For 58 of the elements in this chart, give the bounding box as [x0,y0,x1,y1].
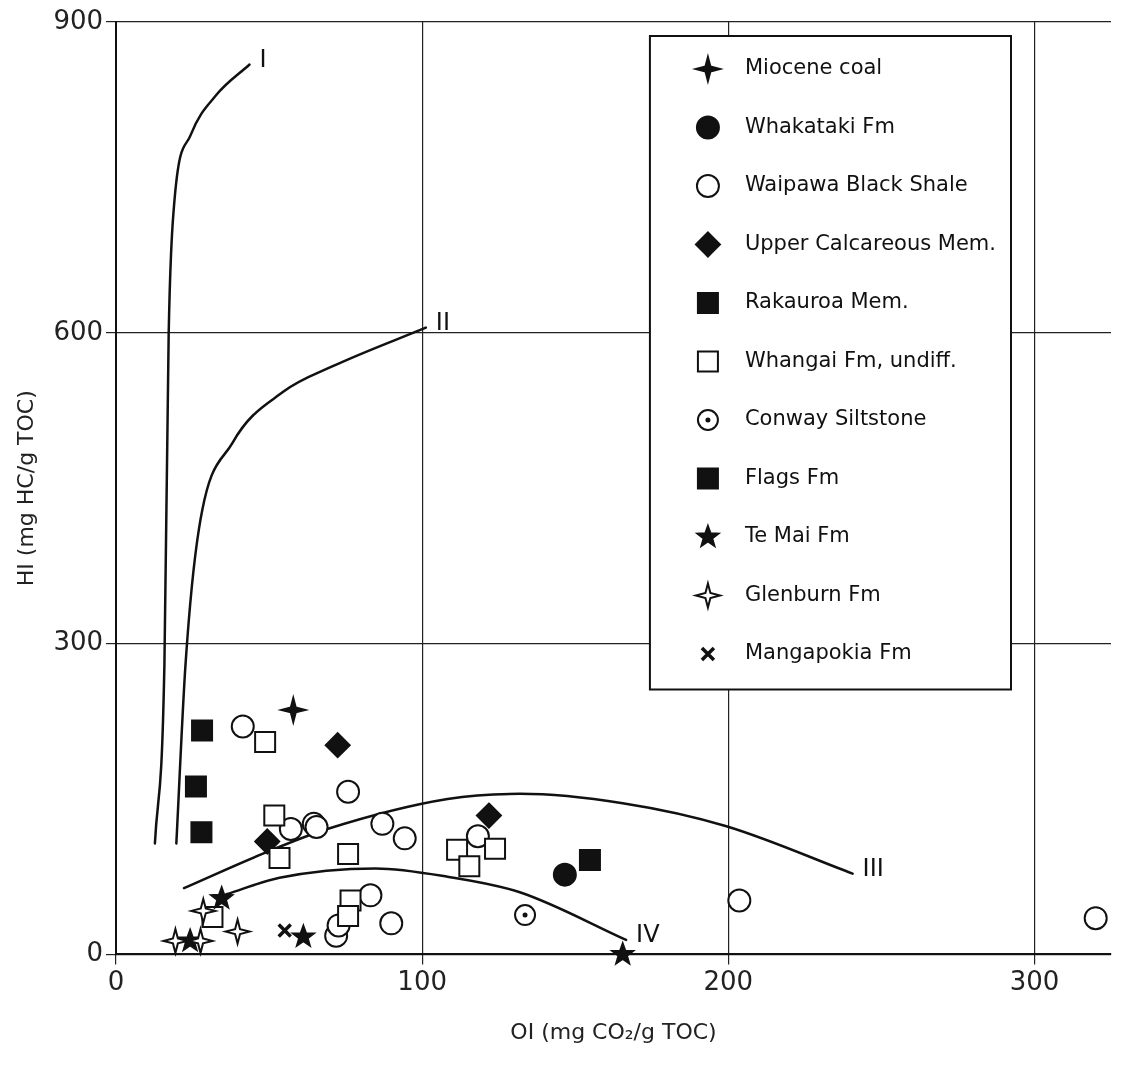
point [465,824,490,849]
point [552,862,577,887]
point [278,817,303,842]
y-tick-label: 0 [86,937,104,968]
legend-label: Miocene coal [744,55,883,80]
point [514,904,537,927]
legend-label: Mangapokia Fm [744,640,912,665]
series-label: III [862,853,884,882]
point [254,828,281,855]
y-tick-label: 900 [53,4,104,35]
point [263,804,286,827]
y-axis-title: HI (mg HC/g TOC) [12,390,38,587]
point [379,911,404,936]
legend-label: Rakauroa Mem. [744,289,909,314]
point [291,924,315,947]
point [190,821,213,844]
series-label: IV [636,920,661,949]
point [611,942,635,965]
point [254,731,277,754]
legend-label: Upper Calcareous Mem. [744,230,996,255]
x-tick-label: 100 [397,965,447,996]
x-tick-label: 200 [703,965,754,996]
point [191,719,214,742]
point [727,888,752,913]
x-tick-label: 300 [1009,965,1060,996]
legend-label: Whakataki Fm [744,113,895,138]
series-label: I [259,44,267,73]
point [578,849,601,872]
point [337,905,360,928]
point [484,837,507,860]
point [276,922,293,939]
legend-label: Te Mai Fm [743,523,850,548]
y-tick-label: 600 [53,315,104,346]
point [370,811,395,836]
line-series [153,63,251,845]
point [392,826,417,851]
legend-label: Whangai Fm, undiff. [744,347,957,372]
x-tick-label: 0 [107,965,125,996]
legend-label: Flags Fm [744,464,840,489]
point [475,802,502,829]
point [358,883,383,908]
point [210,886,234,909]
point [230,714,255,739]
legend-label: Glenburn Fm [744,581,881,606]
point [336,779,361,804]
point [324,732,351,759]
point [268,847,291,870]
legend-label: Conway Siltstone [744,406,927,431]
line-series [175,326,428,845]
y-tick-label: 300 [53,626,104,657]
line-series [182,792,854,890]
series-label: II [435,307,450,336]
x-axis-title: OI (mg CO₂/g TOC) [510,1018,717,1044]
point [1083,906,1108,931]
point [458,855,481,878]
point [337,842,360,865]
legend-label: Waipawa Black Shale [744,172,968,197]
point [184,775,207,798]
